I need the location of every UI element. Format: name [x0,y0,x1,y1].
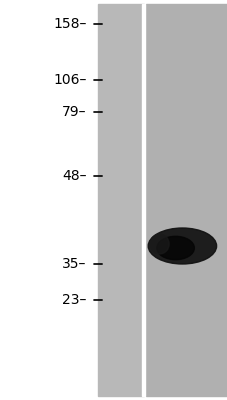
Bar [98,4,143,396]
Bar [142,4,145,396]
Text: 106–: 106– [53,73,86,87]
Text: 158–: 158– [53,17,86,31]
Ellipse shape [149,234,168,254]
Text: 23–: 23– [62,293,86,307]
Text: 35–: 35– [62,257,86,271]
Ellipse shape [156,236,193,260]
Bar [145,4,227,396]
Text: 79–: 79– [62,105,86,119]
Ellipse shape [148,228,216,264]
Text: 48–: 48– [62,169,86,183]
